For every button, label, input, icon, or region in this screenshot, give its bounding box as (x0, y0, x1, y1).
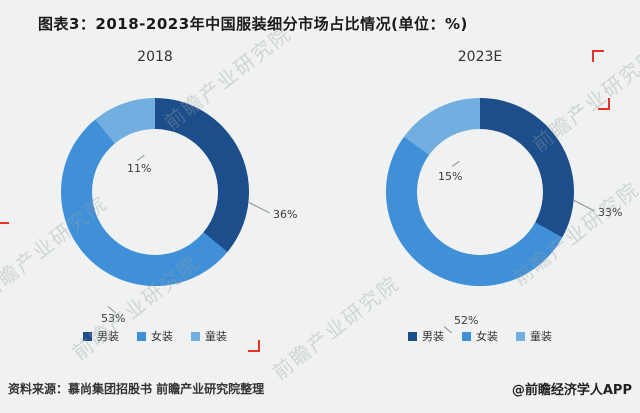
chart-title-2023e: 2023E (457, 49, 503, 65)
legend-swatch-women (137, 331, 146, 341)
legend-item-men: 男装 (408, 328, 444, 344)
percent-label-children: 11% (127, 162, 152, 175)
legend-item-children: 童装 (191, 328, 227, 344)
percent-label-men: 36% (273, 208, 298, 221)
legend-item-women: 女装 (137, 328, 173, 344)
legend-swatch-men (83, 331, 92, 341)
red-corner-mark (248, 340, 260, 352)
red-corner-mark (592, 50, 604, 62)
legend-item-women: 女装 (462, 328, 498, 344)
legend-item-men: 男装 (83, 328, 119, 344)
percent-label-men: 33% (598, 206, 623, 219)
percent-label-women: 52% (454, 314, 479, 327)
donut-hole (92, 129, 218, 255)
legend-swatch-children (516, 331, 525, 341)
legend-2018: 男装 女装 童装 (40, 328, 270, 344)
donut-2023e: 33% 52% 15% (386, 98, 622, 334)
red-corner-mark (598, 98, 610, 110)
legend-label: 男装 (422, 330, 444, 343)
legend-swatch-children (191, 331, 200, 341)
legend-label: 童装 (530, 330, 552, 343)
legend-swatch-men (408, 331, 417, 341)
chart-title-2018: 2018 (137, 49, 173, 65)
leader-line (248, 202, 270, 214)
percent-label-women: 53% (101, 312, 126, 325)
legend-item-children: 童装 (516, 328, 552, 344)
legend-2023e: 男装 女装 童装 (365, 328, 595, 344)
donut-hole (417, 129, 543, 255)
donut-chart-2018: 2018 36% 53% 11% 男装 女装 童装 (40, 45, 297, 355)
source-note: 资料来源：慕尚集团招股书 前瞻产业研究院整理 (8, 382, 265, 396)
figure-title: 图表3：2018-2023年中国服装细分市场占比情况(单位：%) (38, 15, 468, 33)
legend-label: 男装 (97, 330, 119, 343)
legend-label: 女装 (151, 330, 173, 343)
red-corner-mark (0, 222, 9, 234)
leader-line (573, 200, 595, 212)
legend-swatch-women (462, 331, 471, 341)
legend-label: 童装 (205, 330, 227, 343)
percent-label-children: 15% (438, 170, 463, 183)
donut-2018: 36% 53% 11% (61, 98, 297, 325)
legend-label: 女装 (476, 330, 498, 343)
credit-note: @前瞻经济学人APP (511, 383, 632, 398)
donut-chart-2023e: 2023E 33% 52% 15% 男装 女装 童装 (365, 45, 622, 355)
